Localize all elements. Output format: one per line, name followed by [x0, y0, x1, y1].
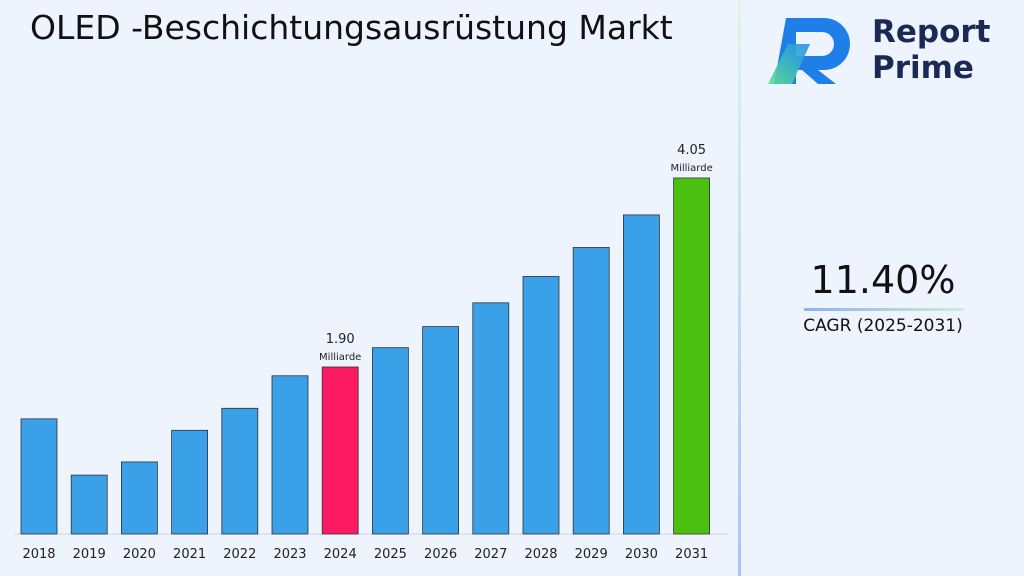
x-tick-label: 2021 [173, 547, 206, 562]
x-tick-label: 2028 [524, 547, 557, 562]
data-label-value: 1.90 [326, 332, 355, 347]
cagr-label: CAGR (2025-2031) [803, 316, 963, 336]
bar-2022 [221, 407, 259, 535]
brand-line2: Prime [872, 50, 974, 86]
x-tick-label: 2020 [123, 547, 156, 562]
x-tick-label: 2029 [575, 547, 608, 562]
x-tick-label: 2019 [73, 547, 106, 562]
x-tick-label: 2030 [625, 547, 658, 562]
divider [738, 0, 741, 576]
data-label-unit: Milliarde [319, 352, 361, 363]
bar-chart: 2018 2019 2020 2021 2022 2023 2024 1.90 Milliard… [14, 143, 728, 562]
x-tick-label: 2024 [324, 547, 357, 562]
x-tick-label: 2018 [22, 547, 55, 562]
x-tick-label: 2025 [374, 547, 407, 562]
bar-2024 [321, 366, 359, 535]
data-label-unit: Milliarde [670, 163, 712, 174]
bar-2018 [20, 418, 58, 535]
bar-2030 [623, 214, 660, 535]
x-tick-label: 2027 [474, 547, 507, 562]
chart-title: OLED -Beschichtungsausrüstung Markt [30, 8, 673, 47]
bar-2026 [422, 326, 460, 535]
x-tick-label: 2023 [273, 547, 306, 562]
x-tick-label: 2031 [675, 547, 708, 562]
cagr-value: 11.40% [810, 258, 956, 302]
brand-line1: Report [872, 14, 991, 50]
bar-2031 [673, 177, 710, 535]
bar-2019 [70, 474, 108, 535]
x-tick-label: 2022 [223, 547, 256, 562]
bar-2023 [271, 375, 309, 535]
bar-2021 [171, 429, 209, 535]
bar-2027 [472, 302, 510, 535]
brand-name: Report Prime [872, 14, 991, 86]
bar-2028 [522, 276, 560, 535]
data-label-value: 4.05 [677, 143, 706, 158]
x-tick-label: 2026 [424, 547, 457, 562]
bar-2025 [371, 347, 409, 535]
cagr-underline [804, 308, 964, 311]
bar-2020 [121, 461, 158, 535]
report-prime-logo [768, 18, 850, 84]
bar-2029 [572, 247, 610, 535]
